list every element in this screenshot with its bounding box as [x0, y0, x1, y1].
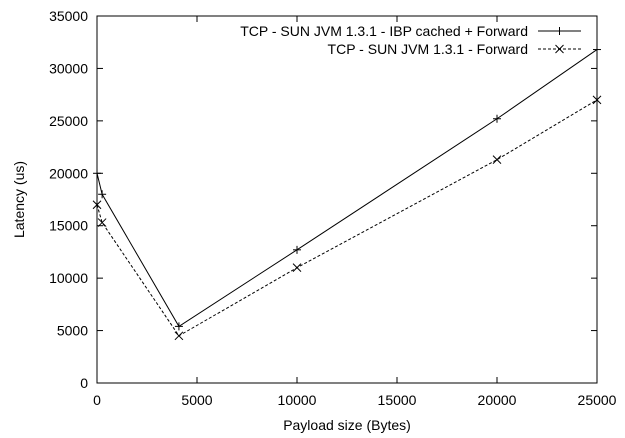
series-line: [96, 49, 598, 328]
y-tick-label: 30000: [49, 60, 88, 76]
plot-frame: [96, 15, 598, 384]
data-point: [492, 155, 502, 165]
data-point: [174, 322, 183, 331]
legend-label: TCP - SUN JVM 1.3.1 - IBP cached + Forwa…: [240, 23, 528, 39]
x-tick-label: 20000: [478, 392, 517, 408]
series-2: [92, 95, 602, 341]
x-tick-label: 25000: [578, 392, 617, 408]
axis-ticks: 0 5000 10000 15000 20000 25000 0 5000 10000 15000…: [49, 8, 617, 408]
x-tick-label: 15000: [378, 392, 417, 408]
x-tick-label: 0: [93, 392, 101, 408]
legend-label: TCP - SUN JVM 1.3.1 - Forward: [328, 41, 528, 57]
legend: TCP - SUN JVM 1.3.1 - IBP cached + Forwa…: [240, 23, 581, 57]
legend-entry: TCP - SUN JVM 1.3.1 - IBP cached + Forwa…: [240, 23, 581, 39]
y-tick-label: 5000: [57, 323, 88, 339]
data-point: [292, 263, 302, 273]
y-axis-label: Latency (us): [11, 161, 27, 238]
y-tick-label: 20000: [49, 165, 88, 181]
data-point: [98, 190, 107, 199]
y-tick-label: 10000: [49, 270, 88, 286]
data-point: [493, 114, 501, 123]
y-tick-label: 35000: [49, 8, 88, 24]
x-tick-label: 5000: [181, 392, 212, 408]
data-point: [97, 218, 107, 227]
legend-entry: TCP - SUN JVM 1.3.1 - Forward: [328, 41, 581, 57]
x-tick-label: 10000: [278, 392, 317, 408]
data-point: [293, 245, 301, 254]
y-tick-label: 0: [80, 375, 88, 391]
series-line: [96, 99, 598, 337]
x-axis-label: Payload size (Bytes): [283, 417, 411, 433]
y-tick-label: 15000: [49, 218, 88, 234]
series-layer: [92, 45, 602, 341]
y-tick-label: 25000: [49, 113, 88, 129]
legend-marker: [555, 27, 564, 35]
data-point: [174, 331, 184, 341]
series-1: [93, 45, 601, 331]
legend-marker: [555, 44, 564, 54]
